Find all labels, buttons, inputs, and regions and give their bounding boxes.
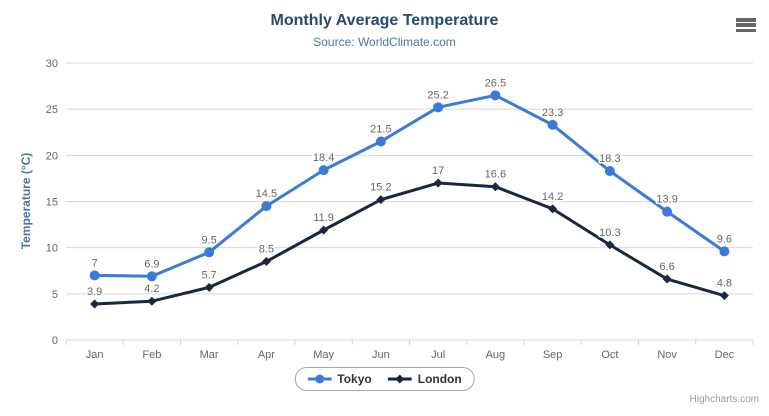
data-label: 18.4 <box>313 152 334 164</box>
x-axis-label: Oct <box>601 349 618 361</box>
data-label: 8.5 <box>259 244 274 256</box>
x-axis-label: Jun <box>372 349 390 361</box>
marker-london-jun[interactable] <box>376 195 386 205</box>
data-label: 6.6 <box>659 261 674 273</box>
data-label: 18.3 <box>599 153 620 165</box>
y-axis-label: 10 <box>46 243 58 255</box>
data-label: 11.9 <box>313 212 334 224</box>
series-line-london[interactable] <box>93 181 726 306</box>
legend-label-tokyo: Tokyo <box>337 372 372 386</box>
data-label: 4.2 <box>144 283 159 295</box>
x-axis-label: Dec <box>715 349 735 361</box>
y-axis-label: 20 <box>46 150 58 162</box>
data-label: 16.6 <box>485 169 506 181</box>
marker-tokyo-may[interactable] <box>318 165 329 176</box>
marker-london-feb[interactable] <box>147 296 157 306</box>
x-axis-label: Apr <box>258 349 275 361</box>
x-axis-label: May <box>313 349 334 361</box>
x-axis-label: Feb <box>142 349 161 361</box>
legend: Tokyo London <box>294 367 475 391</box>
hamburger-bar <box>736 23 756 27</box>
x-axis-label: Jan <box>86 349 104 361</box>
marker-london-sep[interactable] <box>548 204 558 214</box>
marker-tokyo-dec[interactable] <box>719 246 730 257</box>
data-label: 14.2 <box>542 191 563 203</box>
marker-london-dec[interactable] <box>719 291 729 301</box>
hamburger-bar <box>736 28 756 32</box>
marker-tokyo-nov[interactable] <box>662 206 673 217</box>
data-label: 10.3 <box>599 227 620 239</box>
x-axis-label: Mar <box>200 349 219 361</box>
data-label: 15.2 <box>370 182 391 194</box>
london-series-marker-icon <box>387 374 412 384</box>
chart-subtitle: Source: WorldClimate.com <box>313 35 456 49</box>
y-axis-label: 25 <box>46 104 58 116</box>
data-label: 4.8 <box>717 278 732 290</box>
marker-tokyo-sep[interactable] <box>547 119 558 130</box>
marker-london-apr[interactable] <box>261 257 271 267</box>
marker-tokyo-mar[interactable] <box>204 247 215 258</box>
series-line-tokyo[interactable] <box>93 93 726 278</box>
marker-london-may[interactable] <box>319 225 329 235</box>
data-label: 21.5 <box>370 123 391 135</box>
y-axis-label: 15 <box>46 197 58 209</box>
x-axis-label: Nov <box>657 349 677 361</box>
chart-title: Monthly Average Temperature <box>270 12 499 29</box>
marker-tokyo-feb[interactable] <box>146 271 157 282</box>
data-label: 14.5 <box>256 188 277 200</box>
y-axis-label: 0 <box>52 335 58 347</box>
legend-label-london: London <box>417 372 462 386</box>
y-axis-label: 5 <box>52 289 58 301</box>
legend-item-tokyo[interactable]: Tokyo <box>307 372 372 386</box>
marker-london-oct[interactable] <box>605 240 615 250</box>
data-label: 25.2 <box>427 89 448 101</box>
x-axis-label: Aug <box>486 349 506 361</box>
marker-london-jul[interactable] <box>433 178 443 188</box>
marker-london-nov[interactable] <box>662 274 672 284</box>
marker-london-mar[interactable] <box>204 282 214 292</box>
marker-london-aug[interactable] <box>490 182 500 192</box>
x-axis-label: Sep <box>543 349 563 361</box>
legend-item-london[interactable]: London <box>387 372 462 386</box>
x-axis-label: Jul <box>431 349 445 361</box>
credits-link[interactable]: Highcharts.com <box>689 394 759 405</box>
y-axis-label: 30 <box>46 58 58 70</box>
marker-london-jan[interactable] <box>90 299 100 309</box>
marker-tokyo-apr[interactable] <box>261 201 272 212</box>
data-label: 3.9 <box>87 286 102 298</box>
hamburger-bar <box>736 18 756 22</box>
marker-tokyo-aug[interactable] <box>490 90 501 101</box>
marker-tokyo-jul[interactable] <box>433 102 444 113</box>
data-label: 6.9 <box>144 258 159 270</box>
data-label: 9.6 <box>717 233 732 245</box>
data-label: 9.5 <box>201 234 216 246</box>
data-label: 26.5 <box>485 77 506 89</box>
data-label: 17 <box>432 165 444 177</box>
tokyo-series-marker-icon <box>307 374 332 384</box>
marker-tokyo-jun[interactable] <box>375 136 386 147</box>
data-label: 23.3 <box>542 107 563 119</box>
data-label: 13.9 <box>656 194 677 206</box>
marker-tokyo-oct[interactable] <box>604 166 615 177</box>
marker-tokyo-jan[interactable] <box>89 270 100 281</box>
data-label: 7 <box>92 257 98 269</box>
data-label: 5.7 <box>201 269 216 281</box>
hamburger-menu-icon[interactable] <box>735 17 757 33</box>
